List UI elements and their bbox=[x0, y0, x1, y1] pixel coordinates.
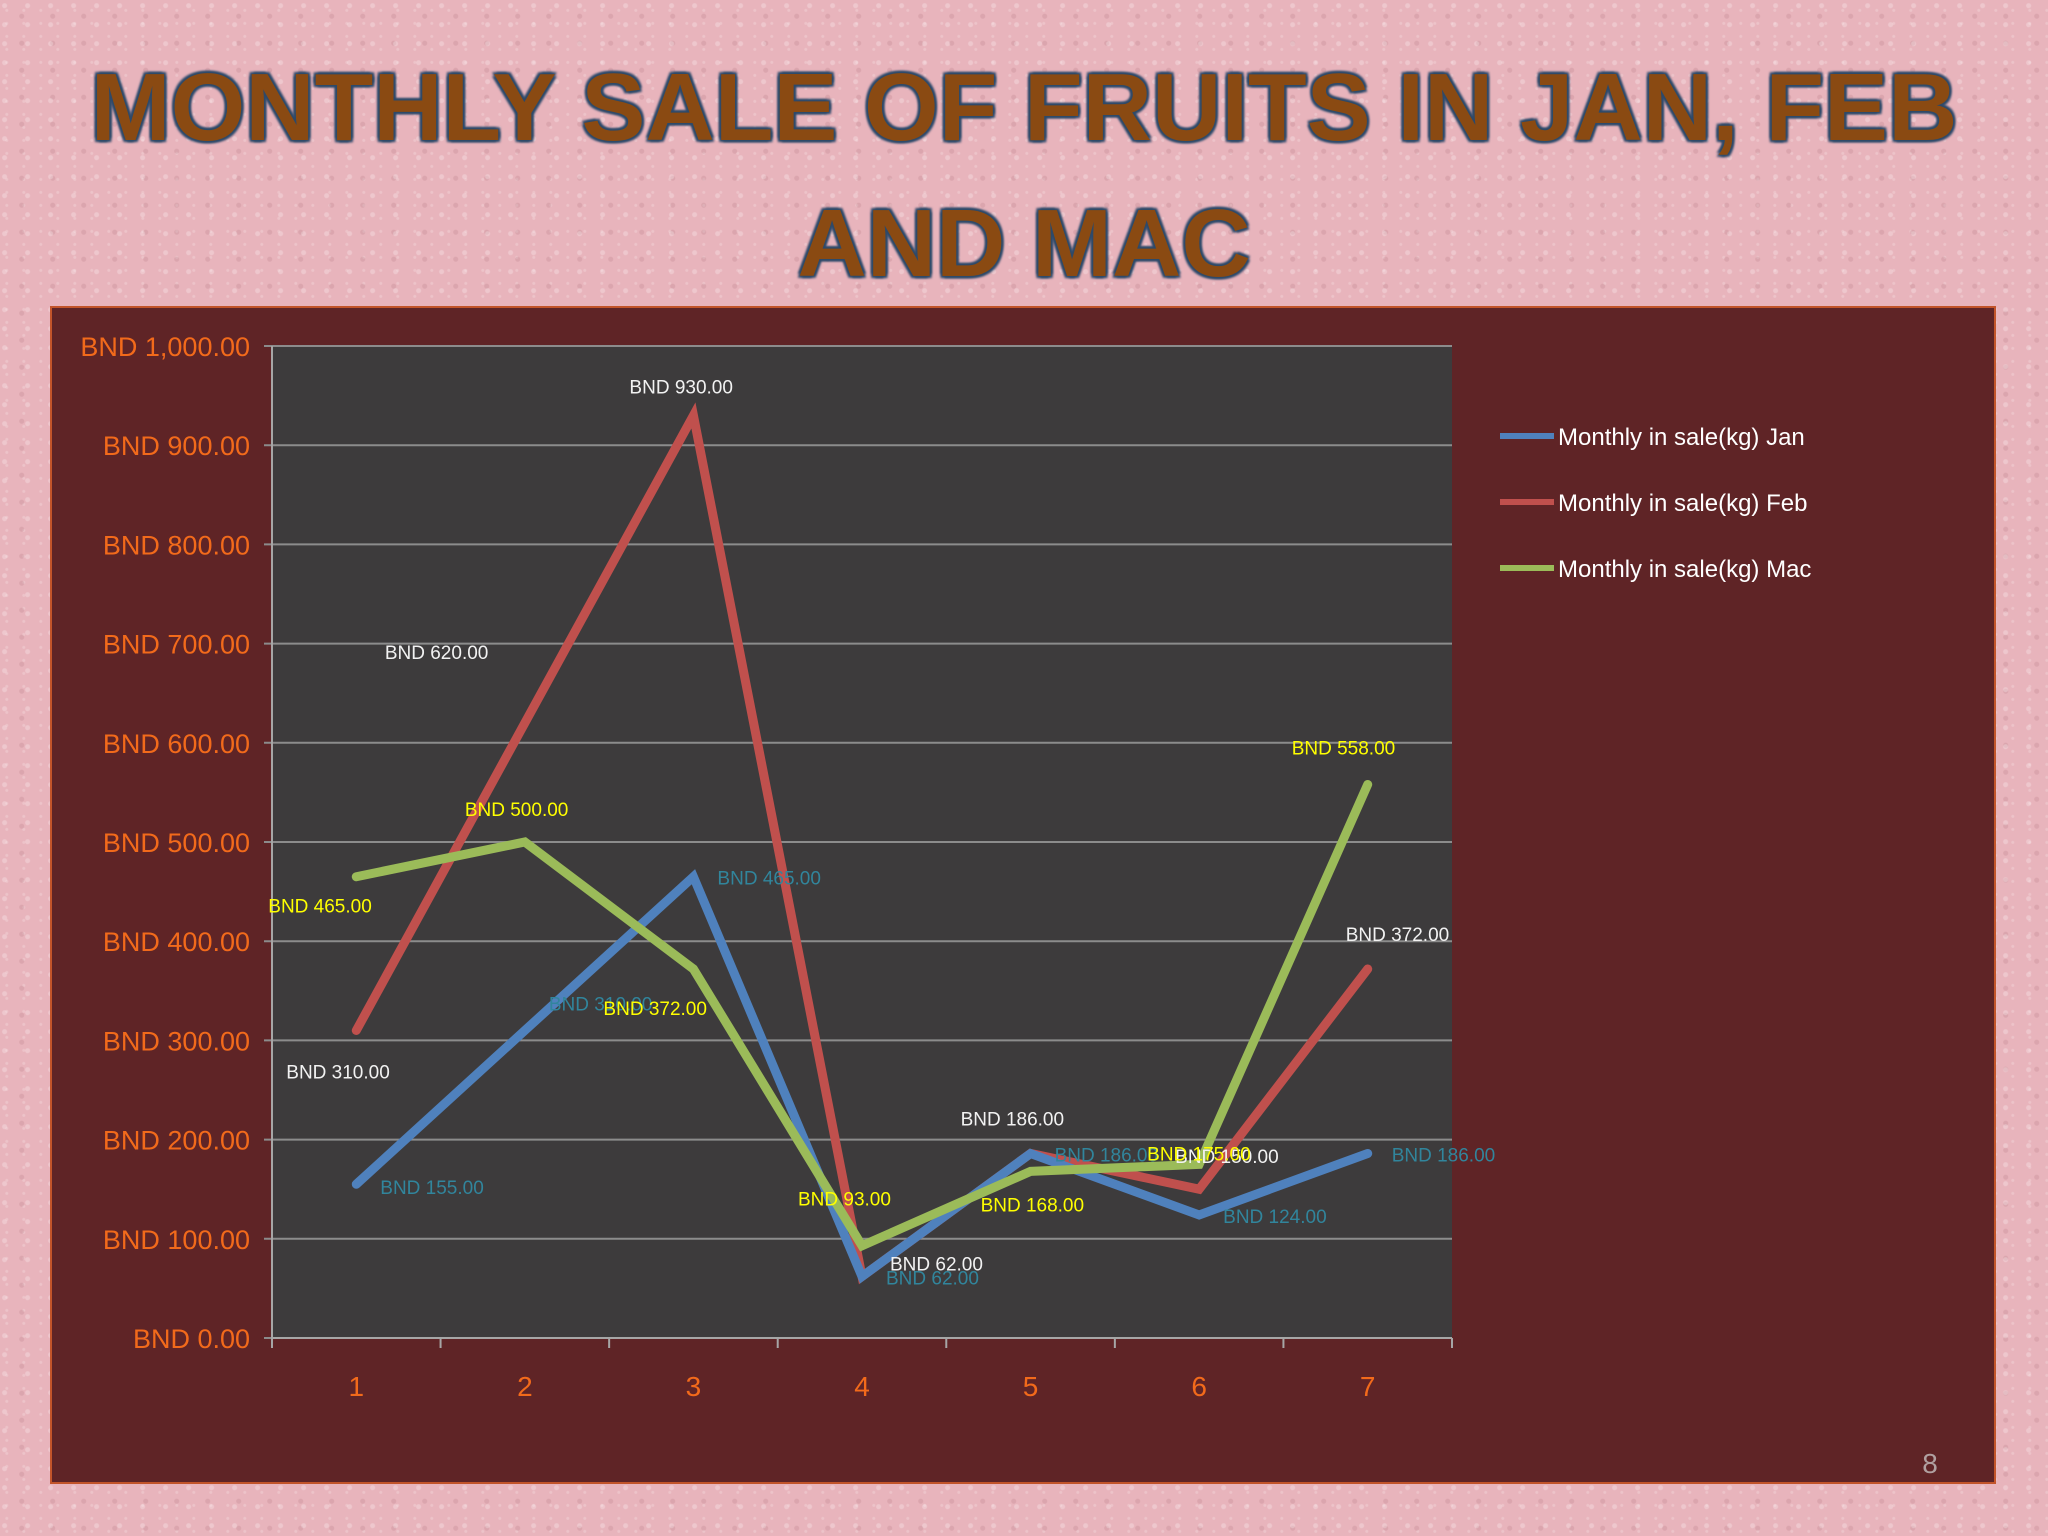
axes bbox=[271, 346, 1453, 1348]
data-label-mac: BND 93.00 bbox=[798, 1190, 891, 1211]
data-label-mac: BND 500.00 bbox=[465, 800, 569, 821]
data-label-jan: BND 124.00 bbox=[1223, 1207, 1327, 1228]
y-tick-label: BND 300.00 bbox=[103, 1026, 250, 1056]
series-lines bbox=[351, 402, 1373, 1285]
data-label-feb: BND 620.00 bbox=[385, 643, 489, 664]
data-label-feb: BND 150.00 bbox=[1175, 1147, 1279, 1168]
data-label-jan: BND 155.00 bbox=[380, 1178, 484, 1199]
x-tick-label: 4 bbox=[854, 1371, 870, 1402]
data-label-jan: BND 62.00 bbox=[886, 1268, 979, 1289]
line-chart: BND 0.00 BND 100.00 BND 200.00 BND 300.00 BN… bbox=[80, 332, 1811, 1402]
series-line-jan bbox=[351, 869, 1373, 1284]
series-line-mac bbox=[351, 779, 1373, 1252]
y-tick-label: BND 100.00 bbox=[103, 1225, 250, 1255]
legend-label-mac: Monthly in sale(kg) Mac bbox=[1558, 556, 1811, 583]
data-label-jan: BND 310.00 bbox=[549, 994, 653, 1015]
x-tick-label: 2 bbox=[517, 1371, 533, 1402]
x-tick-label: 5 bbox=[1023, 1371, 1039, 1402]
data-label-mac: BND 558.00 bbox=[1292, 738, 1396, 759]
x-tick-label: 3 bbox=[686, 1371, 702, 1402]
legend: Monthly in sale(kg) Jan Monthly in sale(k… bbox=[1500, 424, 1811, 583]
x-tick-label: 7 bbox=[1360, 1371, 1376, 1402]
data-label-mac: BND 168.00 bbox=[981, 1195, 1085, 1216]
y-tick-label: BND 900.00 bbox=[103, 431, 250, 461]
chart-panel: BND 0.00 BND 100.00 BND 200.00 BND 300.00 BN… bbox=[50, 306, 1996, 1484]
y-tick-label: BND 400.00 bbox=[103, 927, 250, 957]
data-label-feb: BND 310.00 bbox=[286, 1062, 390, 1083]
data-label-feb: BND 930.00 bbox=[629, 377, 733, 398]
data-label-feb: BND 372.00 bbox=[1346, 925, 1450, 946]
y-tick-label: BND 700.00 bbox=[103, 630, 250, 660]
data-label-jan: BND 186.00 bbox=[1392, 1145, 1496, 1166]
y-tick-label: BND 0.00 bbox=[133, 1324, 250, 1354]
y-tick-label: BND 600.00 bbox=[103, 729, 250, 759]
y-tick-label: BND 200.00 bbox=[103, 1126, 250, 1156]
x-axis-tick-labels: 1 2 3 4 5 6 7 bbox=[348, 1371, 1375, 1402]
page-number: 8 bbox=[1922, 1448, 1938, 1479]
y-axis-tick-labels: BND 0.00 BND 100.00 BND 200.00 BND 300.00 BN… bbox=[80, 332, 250, 1354]
legend-label-feb: Monthly in sale(kg) Feb bbox=[1558, 490, 1807, 517]
y-tick-label: BND 800.00 bbox=[103, 530, 250, 560]
legend-label-jan: Monthly in sale(kg) Jan bbox=[1558, 424, 1805, 451]
data-label-feb: BND 62.00 bbox=[890, 1254, 983, 1275]
y-tick-label: BND 1,000.00 bbox=[80, 332, 250, 362]
data-label-jan: BND 186.00 bbox=[1055, 1145, 1159, 1166]
data-label-mac: BND 465.00 bbox=[268, 897, 372, 918]
data-label-mac: BND 372.00 bbox=[603, 999, 707, 1020]
data-label-feb: BND 186.00 bbox=[961, 1109, 1065, 1130]
slide-title-line-2: AND MAC bbox=[797, 190, 1251, 297]
y-tick-label: BND 500.00 bbox=[103, 828, 250, 858]
slide-title-line-1: MONTHLY SALE OF FRUITS IN JAN, FEB bbox=[90, 54, 1958, 161]
x-tick-label: 6 bbox=[1191, 1371, 1207, 1402]
x-tick-label: 1 bbox=[348, 1371, 364, 1402]
data-label-mac: BND 175.00 bbox=[1147, 1144, 1251, 1165]
slide-title: MONTHLY SALE OF FRUITS IN JAN, FEB AND M… bbox=[0, 40, 2048, 312]
data-label-jan: BND 465.00 bbox=[717, 869, 821, 890]
